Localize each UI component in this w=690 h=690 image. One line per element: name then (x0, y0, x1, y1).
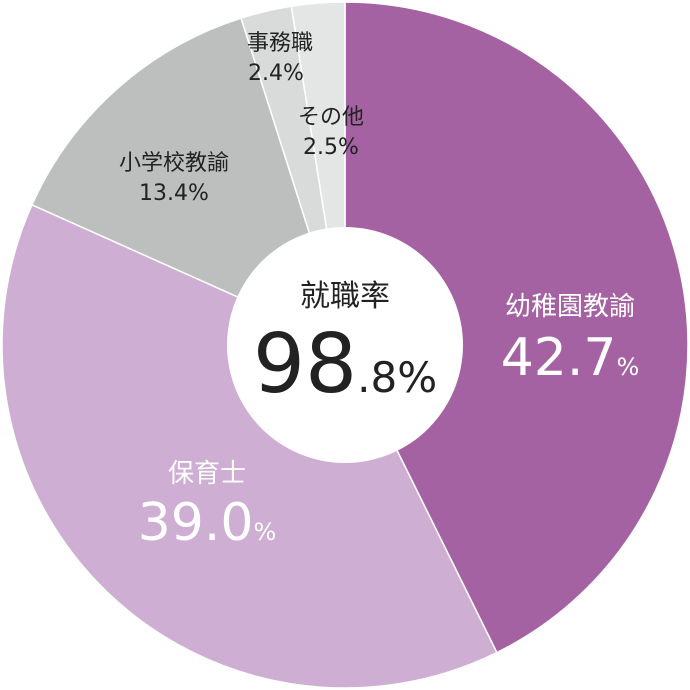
center-value: 98 (253, 317, 357, 412)
slice-name-elementary: 小学校教諭 (119, 151, 229, 176)
slice-value-kindergarten: 42.7% (501, 328, 640, 388)
center-hole (227, 227, 463, 463)
center-label: 就職率 (300, 279, 390, 314)
slice-value-kindergarten-percent: % (616, 353, 639, 381)
slice-value-elementary: 13.4% (139, 181, 209, 206)
center-rate: 98.8% (253, 317, 437, 412)
slice-value-childcare-number: 39.0 (138, 493, 254, 553)
slice-name-other: その他 (298, 105, 364, 130)
slice-name-office: 事務職 (247, 31, 313, 56)
slice-childcare (1, 203, 498, 689)
slice-name-childcare: 保育士 (168, 459, 246, 489)
slice-value-kindergarten-number: 42.7 (501, 328, 617, 388)
slice-name-kindergarten: 幼稚園教諭 (505, 292, 635, 322)
slice-value-other: 2.5% (303, 135, 359, 160)
slice-value-childcare: 39.0% (138, 493, 277, 553)
slice-value-childcare-percent: % (253, 518, 276, 546)
slice-kindergarten (344, 1, 689, 654)
center-value-small: .8% (357, 353, 437, 402)
slice-value-office: 2.4% (248, 61, 304, 86)
